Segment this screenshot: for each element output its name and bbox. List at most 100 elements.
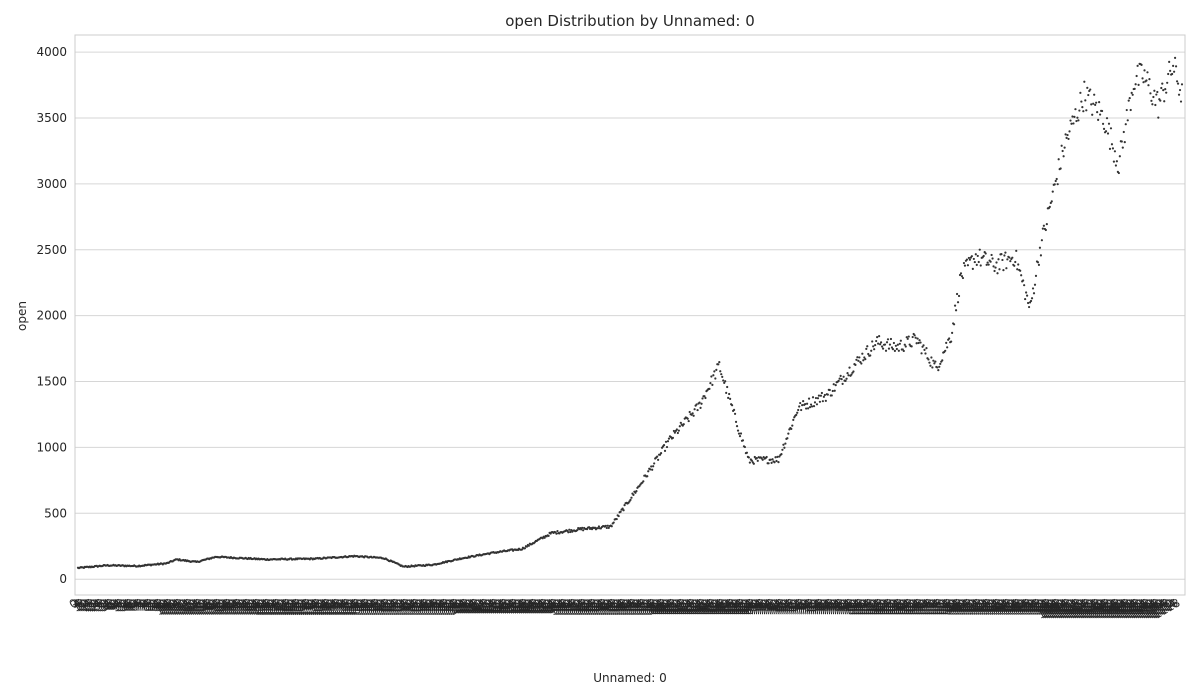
- data-point: [1033, 283, 1037, 286]
- data-point: [817, 394, 821, 397]
- data-point: [1172, 64, 1175, 67]
- data-point: [1032, 292, 1036, 295]
- data-point: [1120, 140, 1123, 143]
- data-point: [737, 432, 741, 435]
- data-point: [527, 544, 530, 547]
- data-point: [1126, 119, 1129, 122]
- data-point: [809, 403, 813, 406]
- data-point: [831, 389, 834, 393]
- data-point: [1165, 91, 1168, 94]
- data-point: [1070, 122, 1073, 125]
- data-point: [717, 363, 720, 366]
- data-point: [1064, 133, 1067, 136]
- data-point: [606, 524, 609, 527]
- data-point: [1164, 88, 1167, 91]
- data-point: [855, 358, 858, 361]
- data-point: [955, 292, 959, 296]
- data-point: [1143, 69, 1146, 72]
- data-point: [852, 370, 855, 373]
- data-point: [771, 458, 774, 461]
- data-point: [820, 391, 823, 395]
- data-point: [1121, 146, 1124, 149]
- data-point: [1029, 299, 1033, 303]
- data-point: [676, 431, 679, 435]
- y-tick-label: 1000: [36, 440, 67, 454]
- data-point: [769, 458, 772, 461]
- data-point: [688, 410, 691, 414]
- data-point: [933, 362, 936, 365]
- data-point: [1099, 113, 1102, 116]
- data-point: [646, 475, 649, 478]
- data-point: [628, 500, 631, 503]
- data-point: [1169, 69, 1172, 72]
- data-point: [966, 264, 970, 267]
- x-tick-label: 78: [138, 596, 157, 614]
- data-point: [1171, 72, 1174, 76]
- data-point: [813, 401, 817, 404]
- x-tick-label: 82: [142, 596, 161, 614]
- data-point: [792, 418, 795, 421]
- data-point: [906, 337, 909, 340]
- x-tick-label: 36: [96, 596, 115, 614]
- data-point: [858, 356, 861, 359]
- data-point: [1152, 95, 1155, 99]
- x-axis-label: Unnamed: 0: [593, 671, 667, 685]
- data-point: [1050, 200, 1053, 203]
- data-point: [960, 275, 964, 278]
- y-tick-label: 4000: [36, 45, 67, 59]
- x-tick-label: 42: [102, 596, 121, 614]
- data-point: [1024, 297, 1027, 301]
- data-point: [1102, 127, 1106, 130]
- data-point: [786, 437, 789, 440]
- data-point: [1178, 88, 1182, 92]
- data-point: [712, 374, 715, 377]
- data-point: [725, 391, 728, 394]
- data-point: [945, 341, 948, 345]
- data-point: [954, 309, 958, 312]
- data-point: [733, 412, 737, 415]
- data-point: [731, 404, 734, 407]
- x-tick-label: 38: [98, 596, 117, 614]
- data-point: [928, 361, 931, 364]
- data-point: [872, 345, 875, 348]
- data-point: [623, 504, 626, 507]
- x-tick-label: 32: [92, 596, 111, 614]
- data-point: [992, 265, 995, 268]
- data-point: [1062, 155, 1065, 158]
- data-point: [834, 384, 837, 387]
- data-point: [704, 396, 707, 400]
- x-tick-label: 22: [83, 596, 102, 614]
- data-point: [1127, 99, 1130, 102]
- data-point: [826, 393, 829, 396]
- data-point: [883, 343, 887, 346]
- data-point: [842, 375, 845, 378]
- data-point: [1000, 253, 1003, 256]
- data-point: [1065, 136, 1068, 139]
- data-point: [1106, 132, 1110, 135]
- data-point: [1112, 160, 1116, 163]
- data-point: [1003, 254, 1006, 257]
- data-point: [791, 424, 794, 427]
- data-point: [880, 345, 884, 348]
- data-point: [1038, 246, 1042, 249]
- data-point: [752, 462, 755, 465]
- data-point: [1151, 103, 1154, 106]
- data-point: [1019, 269, 1022, 272]
- data-point: [777, 460, 780, 464]
- data-point: [887, 347, 891, 350]
- data-point: [1142, 81, 1145, 84]
- data-point: [657, 458, 660, 461]
- data-point: [1074, 108, 1077, 111]
- data-point: [750, 459, 753, 462]
- plot-frame: [74, 34, 1186, 596]
- data-point: [1111, 147, 1115, 150]
- data-point: [726, 385, 729, 389]
- data-point: [985, 263, 988, 266]
- data-point: [819, 394, 823, 397]
- data-point: [651, 468, 654, 471]
- data-point: [569, 530, 572, 534]
- data-point: [1031, 287, 1035, 290]
- data-point: [1173, 56, 1177, 60]
- data-point: [1149, 92, 1152, 95]
- data-point: [984, 252, 987, 255]
